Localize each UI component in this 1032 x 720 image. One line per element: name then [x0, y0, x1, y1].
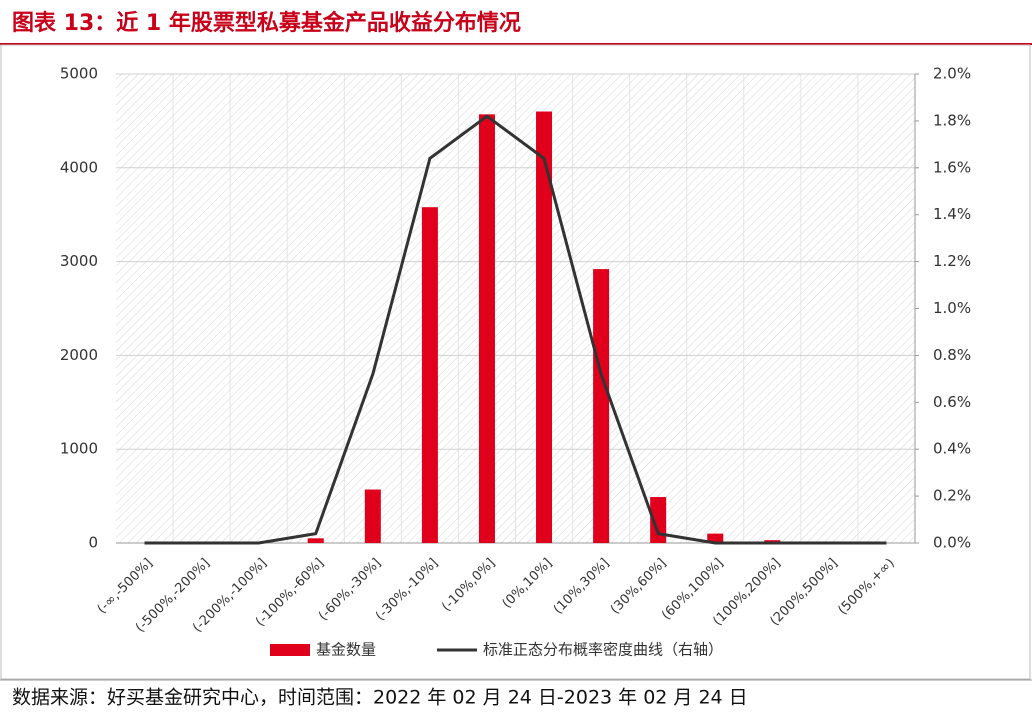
y2-tick-label: 0.0% [933, 534, 971, 552]
y2-tick-label: 1.0% [933, 299, 971, 317]
legend-label: 标准正态分布概率密度曲线（右轴） [483, 641, 723, 659]
source-note: 数据来源：好买基金研究中心，时间范围：2022 年 02 月 24 日-2023… [12, 687, 748, 709]
y2-tick-label: 1.4% [933, 205, 971, 223]
bar [593, 269, 610, 543]
y-tick-label: 2000 [60, 346, 98, 364]
line [144, 114, 887, 545]
y2-tick-label: 0.4% [933, 440, 971, 458]
y-tick-label: 0 [88, 534, 98, 552]
y2-tick-label: 1.6% [933, 158, 971, 176]
chart-title: 图表 13：近 1 年股票型私募基金产品收益分布情况 [12, 10, 521, 36]
x-tick-label: (0%,10%] [500, 556, 556, 612]
y-tick-label: 1000 [60, 440, 98, 458]
bar [421, 207, 438, 544]
bar [364, 489, 381, 543]
bar [478, 114, 495, 544]
y-tick-label: 3000 [60, 252, 98, 270]
x-tick-label: (-10%,0%] [439, 556, 498, 615]
y2-tick-label: 0.8% [933, 346, 971, 364]
bar [650, 497, 667, 543]
y2-tick-label: 1.8% [933, 111, 971, 129]
y2-tick-label: 0.6% [933, 393, 971, 411]
legend-label: 基金数量 [316, 641, 376, 659]
y-tick-label: 4000 [60, 158, 98, 176]
y2-tick-label: 0.2% [933, 487, 971, 505]
x-tick-label: (-∞,-500%] [95, 556, 156, 617]
y-tick-label: 5000 [60, 65, 98, 83]
y2-tick-label: 2.0% [933, 65, 971, 83]
bar [536, 111, 553, 544]
x-tick-label: (30%,60%] [608, 556, 670, 618]
bar [307, 538, 324, 543]
x-tick-label: (500%,+∞) [835, 556, 897, 618]
legend-swatch [270, 644, 310, 656]
bar [707, 533, 724, 543]
frame [0, 44, 1031, 680]
y2-tick-label: 1.2% [933, 252, 971, 270]
x-tick-label: (10%,30%] [551, 556, 613, 618]
